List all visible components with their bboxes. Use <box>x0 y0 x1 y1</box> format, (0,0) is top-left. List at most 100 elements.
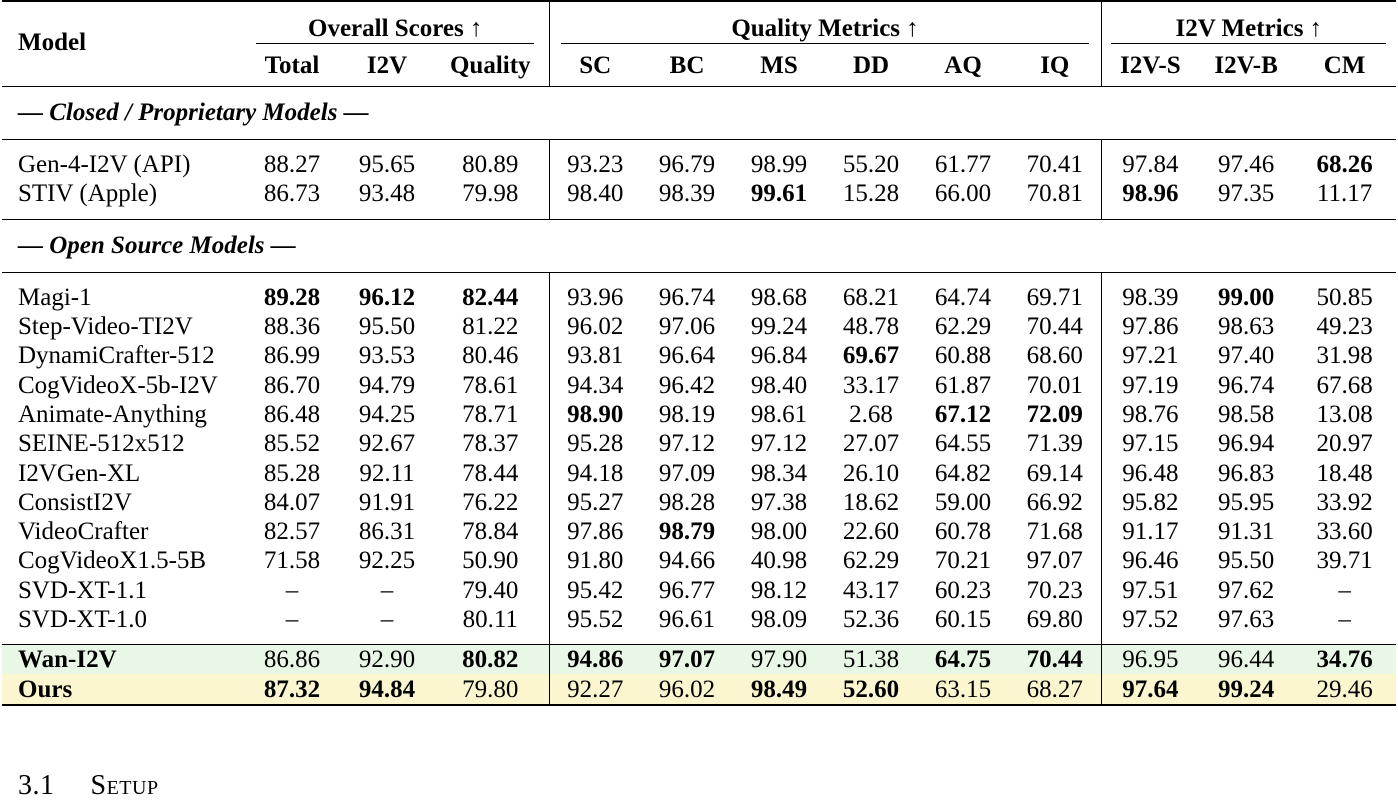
col-header-i2v: I2V <box>366 52 408 79</box>
value-cell: 86.73 <box>263 180 321 208</box>
table-row: VideoCrafter 82.57 86.31 78.84 97.86 98.79 98.… <box>2 516 1396 547</box>
value-cell: 98.19 <box>658 400 716 428</box>
model-name-cell: SEINE-512x512 <box>18 430 185 458</box>
value-cell: 72.09 <box>1009 399 1102 430</box>
value-cell: 33.17 <box>842 371 900 399</box>
value-cell: 91.17 <box>1122 518 1179 546</box>
value-cell: 18.48 <box>1316 459 1373 487</box>
value-cell: 80.11 <box>432 604 550 645</box>
value-cell: 96.64 <box>658 342 716 370</box>
table-row: SEINE-512x512 85.52 92.67 78.37 95.28 97.12 97… <box>2 429 1396 459</box>
section-header-row: — Closed / Proprietary Models — <box>2 86 1397 140</box>
section-title-cell: — Open Source Models — <box>2 218 1397 273</box>
value-cell: 94.66 <box>658 547 716 575</box>
value-cell: 95.28 <box>567 430 624 458</box>
value-cell: 98.39 <box>658 180 716 208</box>
value-cell: 78.61 <box>432 370 550 400</box>
value-cell: 50.85 <box>1293 271 1397 312</box>
value-cell: 99.24 <box>750 313 808 341</box>
value-cell: 99.00 <box>1199 271 1294 312</box>
value-cell: 93.23 <box>549 139 642 180</box>
value-cell: 89.28 <box>242 271 342 312</box>
value-cell: 97.40 <box>1217 342 1275 370</box>
value-cell: 11.17 <box>1316 180 1373 208</box>
results-table: Model Overall Scores ↑ Quality Metrics ↑… <box>2 0 1397 706</box>
model-name-cell: CogVideoX-5b-I2V <box>18 371 218 399</box>
value-cell: 98.90 <box>567 400 624 428</box>
model-column-header: Model <box>2 0 242 87</box>
value-cell: 70.81 <box>1009 179 1102 220</box>
value-cell: 86.99 <box>263 342 321 370</box>
model-name-cell: ConsistI2V <box>18 488 132 516</box>
value-cell: 80.82 <box>432 644 550 675</box>
value-cell: 95.82 <box>1122 488 1179 516</box>
value-cell: 79.40 <box>432 575 550 605</box>
value-cell: 98.68 <box>733 271 826 312</box>
table-row: I2VGen-XL 85.28 92.11 78.44 94.18 97.09 98.34 2… <box>2 458 1396 488</box>
value-cell: 86.48 <box>263 400 321 428</box>
value-cell: 34.76 <box>1293 644 1397 675</box>
value-cell: 59.00 <box>934 488 992 516</box>
value-cell: 26.10 <box>842 459 900 487</box>
value-cell: 15.28 <box>842 180 900 208</box>
value-cell: 68.60 <box>1009 341 1102 371</box>
section-heading: 3.1 Setup <box>18 770 159 802</box>
value-cell: 96.77 <box>658 576 716 604</box>
value-cell: – <box>1338 606 1351 633</box>
value-cell: 64.75 <box>917 644 1010 675</box>
value-cell: 96.94 <box>1217 430 1275 458</box>
value-cell: 93.96 <box>549 271 642 312</box>
value-cell: – <box>380 606 394 633</box>
value-cell: 22.60 <box>842 518 900 546</box>
value-cell: – <box>285 606 299 633</box>
table-row: CogVideoX1.5-5B 71.58 92.25 50.90 91.80 94.66… <box>2 546 1396 576</box>
value-cell: 71.68 <box>1009 516 1102 547</box>
value-cell: 70.44 <box>1009 311 1102 342</box>
value-cell: – <box>1338 576 1351 604</box>
model-name-cell: SVD-XT-1.0 <box>18 606 147 633</box>
value-cell: 91.80 <box>567 547 624 575</box>
col-header-dd: DD <box>852 52 890 79</box>
section-header-row: — Open Source Models — <box>2 218 1397 273</box>
group-quality-label: Quality Metrics ↑ <box>561 15 1090 44</box>
value-cell: 97.86 <box>1122 313 1179 341</box>
col-header-iq: IQ <box>1009 46 1102 87</box>
table-row: Magi-1 89.28 96.12 82.44 93.96 96.74 98.68 68.2… <box>2 271 1397 312</box>
value-cell: 98.40 <box>567 180 624 208</box>
value-cell: 64.82 <box>934 459 992 487</box>
value-cell: 68.26 <box>1293 139 1397 180</box>
value-cell: 2.68 <box>849 400 893 428</box>
table-row: Step-Video-TI2V 88.36 95.50 81.22 96.02 97.06… <box>2 311 1396 342</box>
section-title-cell: — Closed / Proprietary Models — <box>2 86 1397 140</box>
value-cell: 98.49 <box>733 674 826 706</box>
value-cell: 98.09 <box>750 606 808 633</box>
value-cell: 81.22 <box>432 311 550 342</box>
value-cell: 97.62 <box>1217 576 1275 604</box>
value-cell: 78.37 <box>432 429 550 459</box>
model-name-cell: I2VGen-XL <box>18 459 141 487</box>
model-name-cell: Step-Video-TI2V <box>18 313 193 341</box>
col-header-cm: CM <box>1323 52 1366 79</box>
value-cell: 94.84 <box>342 674 432 706</box>
value-cell: 97.63 <box>1217 606 1275 633</box>
value-cell: 97.07 <box>1009 546 1102 576</box>
value-cell: 98.34 <box>750 459 808 487</box>
value-cell: 97.35 <box>1217 180 1275 208</box>
value-cell: 98.12 <box>750 576 808 604</box>
value-cell: 69.14 <box>1009 458 1102 488</box>
value-cell: 94.25 <box>358 400 416 428</box>
model-name-cell: VideoCrafter <box>18 518 149 546</box>
value-cell: 93.48 <box>358 180 416 208</box>
value-cell: 95.50 <box>358 313 416 341</box>
value-cell: 78.44 <box>432 458 550 488</box>
value-cell: 97.51 <box>1122 576 1179 604</box>
value-cell: 70.44 <box>1009 644 1102 675</box>
value-cell: 96.02 <box>641 674 734 706</box>
group-overall-label: Overall Scores ↑ <box>256 15 535 44</box>
value-cell: 97.52 <box>1122 606 1179 633</box>
value-cell: 94.34 <box>567 371 624 399</box>
value-cell: 99.24 <box>1199 674 1294 706</box>
model-name-cell: Animate-Anything <box>18 400 207 428</box>
model-name-cell: DynamiCrafter-512 <box>18 342 215 370</box>
value-cell: 60.78 <box>934 518 992 546</box>
